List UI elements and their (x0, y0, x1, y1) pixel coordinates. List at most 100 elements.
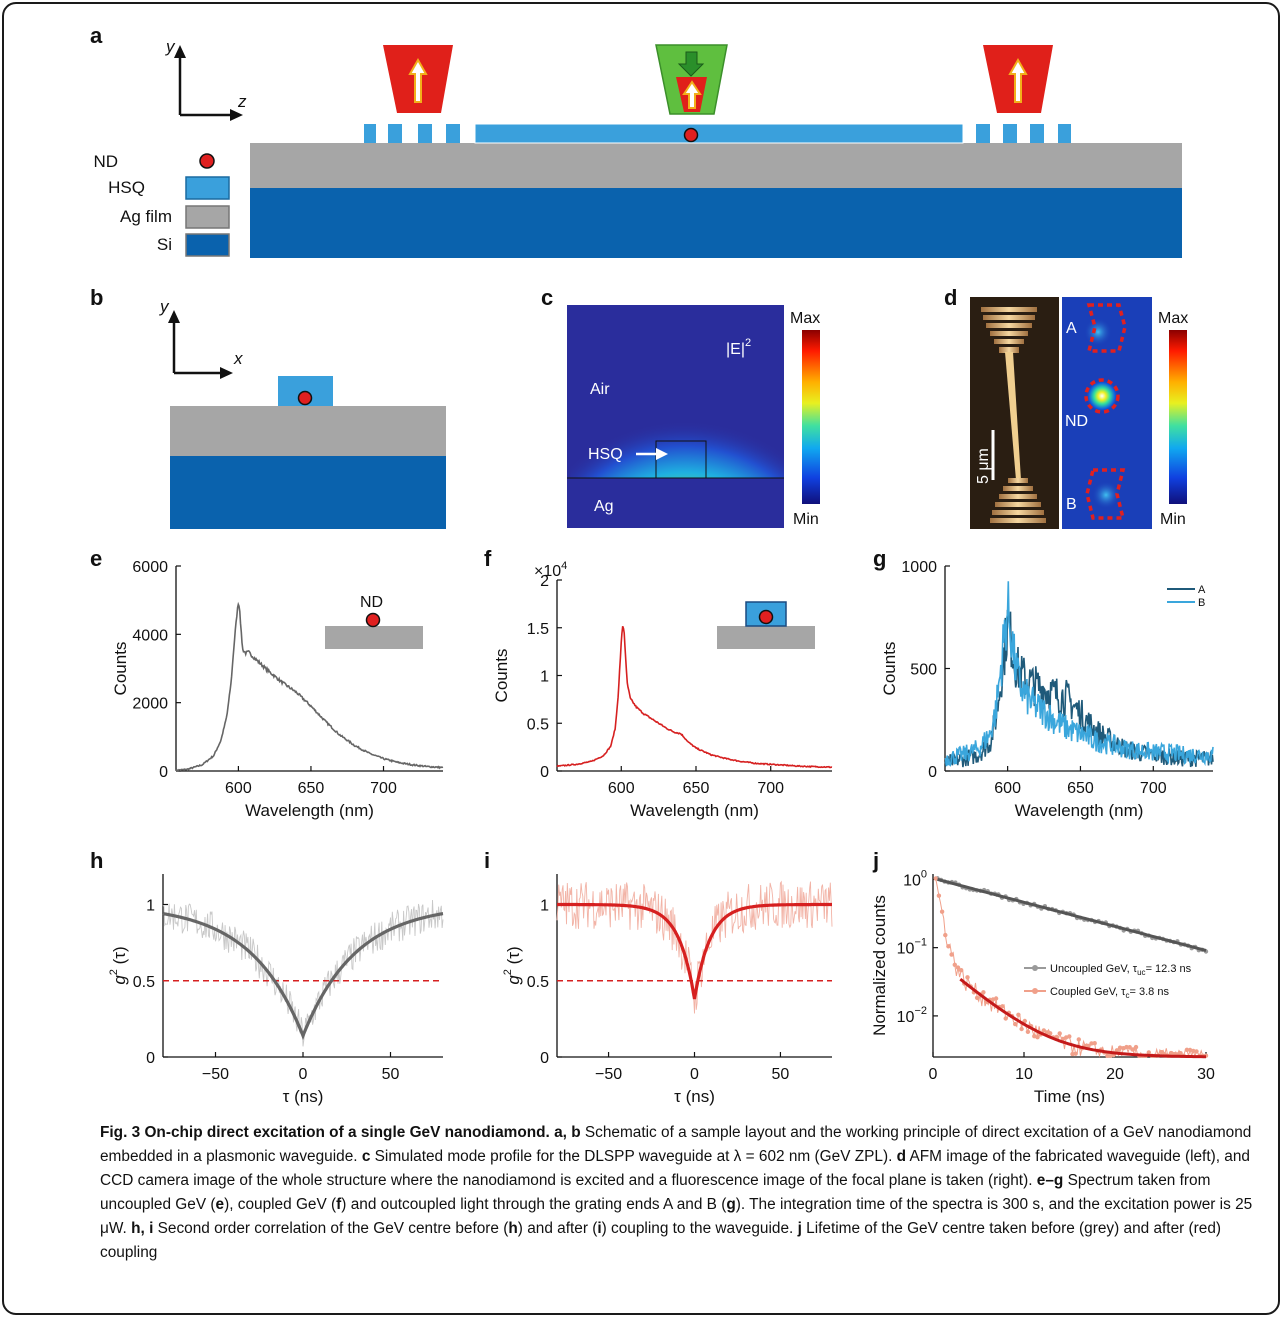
panel-h: h −50 0 50 0 0.5 1 τ (ns) g2 (τ) (90, 848, 444, 1106)
legend-label: B (1198, 597, 1205, 609)
caption-text-3: AFM image of the fabricated waveguide (l… (100, 1148, 1250, 1189)
colorbar-d-max: Max (1158, 310, 1188, 327)
collection-beam-right (983, 45, 1053, 113)
grating-outline-b (1085, 468, 1126, 520)
x-axis-label: τ (ns) (283, 1087, 324, 1106)
legend-label: Coupled GeV, τc= 3.8 ns (1050, 986, 1169, 1000)
panel-label-b: b (90, 285, 103, 310)
excitation-beam (655, 44, 728, 115)
panel-d: d 5 μm A ND B Max (944, 285, 1188, 529)
mode-profile (570, 363, 784, 478)
caption-ref-hi: h, i (131, 1220, 154, 1237)
y-tick-label: 0 (540, 764, 549, 781)
panel-f: f 600 650 700 0 0.5 1 1.5 2 Wavelength (nm) Count… (484, 546, 833, 820)
fit-curve (162, 912, 444, 1041)
y-tick-label: 1 (540, 898, 549, 915)
x-tick-label: 10 (1015, 1066, 1033, 1083)
y-tick-label: 10−2 (897, 1005, 927, 1026)
x-tick-label: 600 (225, 780, 252, 797)
y-tick-label: 0.5 (133, 974, 155, 991)
caption-ref-e: e (215, 1196, 225, 1213)
x-tick-label: 600 (994, 780, 1021, 797)
y-tick-label: 0 (540, 1050, 549, 1067)
caption-ref-ab: a, b (554, 1124, 581, 1141)
colorbar-c-min: Min (793, 511, 819, 528)
x-axis-label: Wavelength (nm) (1015, 801, 1144, 820)
panel-label-g: g (873, 546, 886, 571)
fit-curve (557, 902, 832, 1000)
caption-text-2: Simulated mode profile for the DLSPP wav… (370, 1148, 897, 1165)
series-line (175, 601, 444, 772)
y-tick-label: 0.5 (527, 974, 549, 991)
x-tick-label: 600 (608, 780, 635, 797)
ag-layer (250, 143, 1182, 188)
caption-text-4: Spectrum taken from uncoupled GeV ( (100, 1172, 1211, 1213)
caption-ref-c: c (361, 1148, 371, 1165)
collection-beam-left (383, 45, 453, 113)
panel-label-d: d (944, 285, 957, 310)
ag-layer-b (170, 406, 446, 456)
ccd-label-a: A (1066, 320, 1077, 337)
y-tick-label: 100 (903, 868, 927, 889)
caption-text-5c: ) coupling to the waveguide. (601, 1220, 798, 1237)
y-tick-label: 2000 (132, 696, 168, 713)
y-axis-label: Counts (492, 649, 511, 703)
y-axis-label: g2 (τ) (108, 946, 129, 984)
y-tick-label: 500 (910, 662, 937, 679)
y-axis-label: Normalized counts (870, 895, 889, 1036)
y-axis-label: Counts (111, 642, 130, 696)
nd-outline (1084, 378, 1120, 414)
inset-coupled (717, 601, 815, 649)
panel-j: j 0 10 20 30 100 10−1 10−2 Time (ns) Normalized … (870, 848, 1215, 1106)
panel-i: i −50 0 50 0 0.5 1 τ (ns) g2 (τ) (484, 848, 833, 1106)
field-symbol: |E|2 (726, 337, 751, 358)
y-tick-label: 1.5 (527, 621, 549, 638)
colorbar-c-max: Max (790, 310, 820, 327)
panel-b: b y x (90, 285, 446, 529)
ccd-label-b: B (1066, 496, 1077, 513)
x-tick-label: 650 (298, 780, 325, 797)
caption-ref-j: j (797, 1220, 802, 1237)
x-tick-label: 700 (370, 780, 397, 797)
panel-a: a y z (90, 23, 1182, 258)
panel-label-h: h (90, 848, 103, 873)
legend-marker (1032, 965, 1038, 971)
layer-legend: ND HSQ Ag film Si (93, 152, 230, 257)
g2-uncoupled-plot: −50 0 50 0 0.5 1 τ (ns) g2 (τ) (108, 874, 444, 1106)
spot-a (1084, 318, 1112, 346)
spectrum-coupled-plot: 600 650 700 0 0.5 1 1.5 2 Wavelength (nm) Counts (492, 573, 833, 820)
x-tick-label: 700 (1140, 780, 1167, 797)
x-tick-label: 50 (382, 1066, 400, 1083)
caption-text-5b: ) and after ( (517, 1220, 598, 1237)
y-tick-label: 10−1 (897, 937, 927, 958)
caption-ref-f: f (336, 1196, 342, 1213)
y-tick-label: 0 (146, 1050, 155, 1067)
afm-grating-bottom (990, 478, 1046, 523)
caption-ref-i: i (597, 1220, 602, 1237)
caption-ref-g: g (726, 1196, 736, 1213)
x-tick-label: 50 (772, 1066, 790, 1083)
axis-x-label-b: x (233, 349, 243, 368)
y-tick-label: 0.5 (527, 716, 549, 733)
lifetime-plot: 0 10 20 30 100 10−1 10−2 Time (ns) Normalized co… (870, 868, 1215, 1106)
spectrum-outcoupled-plot: 600 650 700 0 500 1000 Wavelength (nm) Counts AB (880, 559, 1214, 820)
g2-coupled-plot: −50 0 50 0 0.5 1 τ (ns) g2 (τ) (502, 874, 833, 1106)
figure-caption: Fig. 3 On-chip direct excitation of a si… (100, 1121, 1268, 1265)
y-axis-label: g2 (τ) (502, 946, 523, 984)
x-tick-label: 0 (299, 1066, 308, 1083)
data-points (556, 880, 833, 1014)
colorbar-c (802, 330, 820, 504)
caption-ref-eg: e–g (1036, 1172, 1064, 1189)
data-points (162, 899, 444, 1047)
uncoupled-fit (937, 877, 1207, 952)
si-layer (250, 188, 1182, 258)
caption-ref-h: h (508, 1220, 518, 1237)
hsq-waveguide (364, 123, 1071, 144)
ccd-label-nd: ND (1065, 413, 1088, 430)
coupled-fit (959, 978, 1206, 1059)
axis-y-label: y (165, 37, 176, 56)
spot-b (1092, 481, 1120, 509)
afm-grating-top (981, 307, 1037, 353)
figure-canvas: a y z (90, 23, 1215, 1106)
